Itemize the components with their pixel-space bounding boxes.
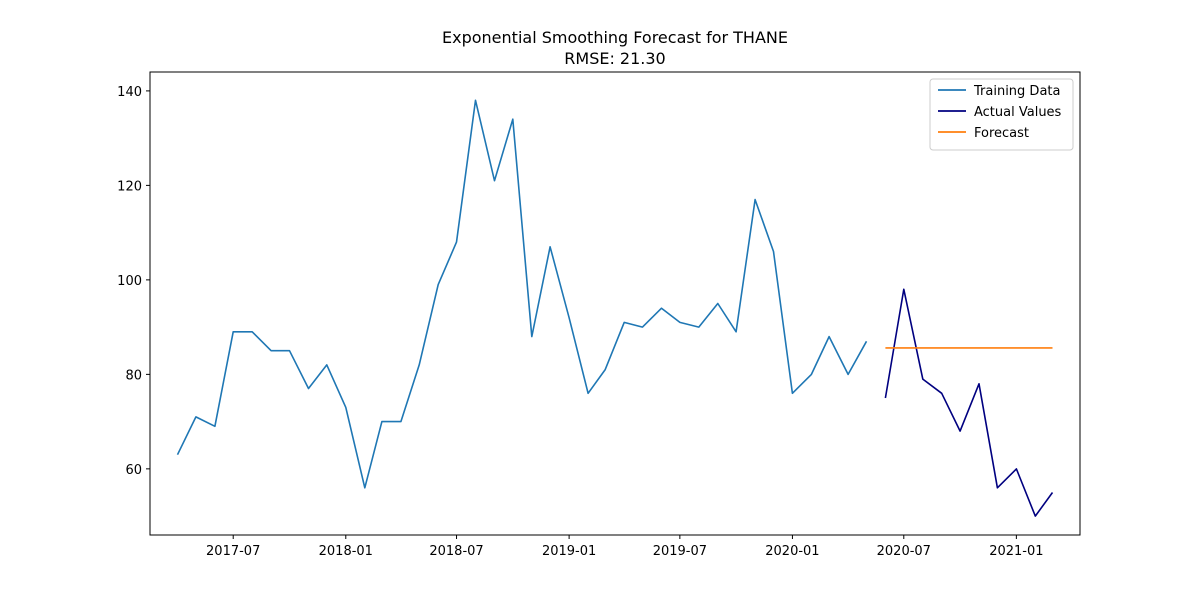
x-tick-label: 2018-07 [429,544,483,559]
x-tick-label: 2019-07 [653,544,707,559]
x-tick-label: 2021-01 [989,544,1043,559]
x-tick-label: 2017-07 [206,544,260,559]
y-tick-label: 140 [117,85,142,100]
legend-label-forecast: Forecast [974,126,1029,141]
x-tick-label: 2018-01 [319,544,373,559]
legend-label-actual-values: Actual Values [974,105,1062,120]
y-tick-label: 120 [117,179,142,194]
series-line-training-data [176,99,868,489]
x-tick-label: 2020-07 [877,544,931,559]
series-line-actual-values [884,288,1054,517]
y-tick-label: 80 [125,368,142,383]
y-tick-label: 60 [125,463,142,478]
chart-title: Exponential Smoothing Forecast for THANE [442,28,788,47]
x-tick-label: 2020-01 [765,544,819,559]
plot-frame [149,71,1081,536]
x-tick-label: 2019-01 [542,544,596,559]
chart-subtitle: RMSE: 21.30 [564,49,665,68]
legend-label-training-data: Training Data [973,84,1060,99]
y-tick-label: 100 [117,274,142,289]
